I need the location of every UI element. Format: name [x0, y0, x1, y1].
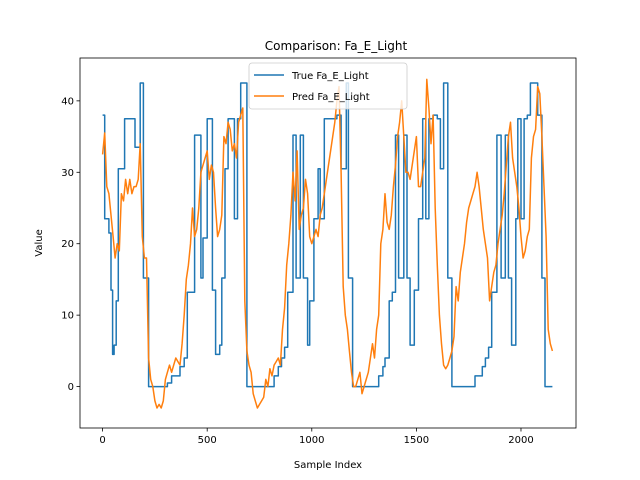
x-tick-label: 1500	[404, 435, 429, 446]
x-tick-label: 500	[198, 435, 217, 446]
y-tick-label: 20	[61, 239, 74, 250]
series-line-true-fa-e-light	[102, 82, 553, 388]
y-tick-label: 40	[61, 96, 74, 107]
x-axis: 0 500 1000 1500 2000	[99, 428, 534, 446]
axes-frame	[79, 57, 577, 429]
y-tick-label: 10	[61, 311, 74, 322]
legend-label-true: True Fa_E_Light	[291, 71, 369, 82]
legend: True Fa_E_Light Pred Fa_E_Light	[248, 62, 408, 110]
x-tick-label: 2000	[508, 435, 533, 446]
x-axis-label: Sample Index	[294, 460, 362, 471]
chart-title: Comparison: Fa_E_Light	[265, 39, 408, 53]
y-tick-label: 0	[68, 382, 74, 393]
y-axis-label: Value	[34, 229, 45, 256]
x-tick-label: 1000	[299, 435, 324, 446]
x-tick-label: 0	[99, 435, 105, 446]
y-tick-label: 30	[61, 168, 74, 179]
plot-area	[101, 78, 554, 409]
legend-label-pred: Pred Fa_E_Light	[292, 92, 370, 103]
y-axis: 0 10 20 30 40	[61, 96, 80, 393]
series-line-pred-fa-e-light	[101, 78, 554, 409]
legend-box	[248, 62, 408, 110]
